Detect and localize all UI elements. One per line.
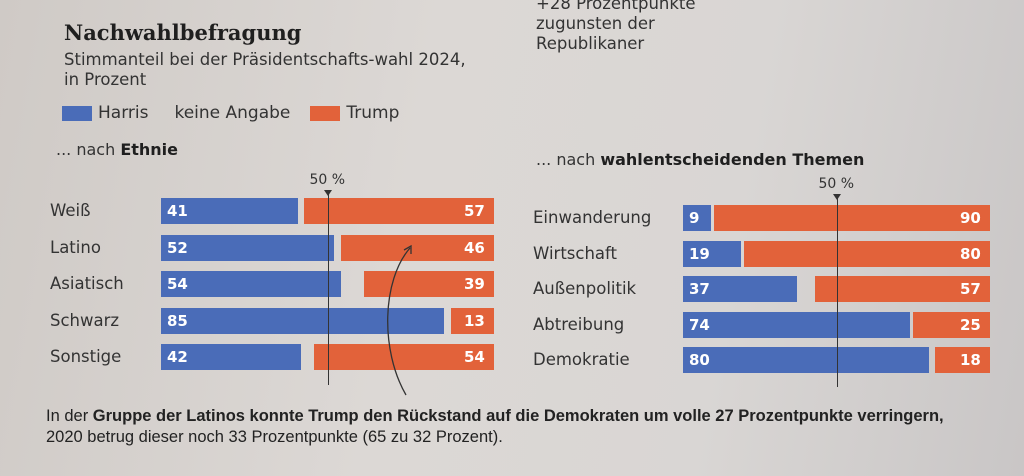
value-label-harris: 85 — [167, 311, 188, 330]
value-label-trump: 57 — [960, 280, 981, 298]
section-prefix: ... nach — [56, 140, 121, 159]
value-label-trump: 80 — [960, 244, 981, 263]
chart-subtitle: Stimmanteil bei der Präsidentschafts-wah… — [64, 50, 466, 89]
bar-harris — [683, 240, 742, 267]
value-label-harris: 74 — [689, 315, 710, 334]
value-label-harris: 41 — [167, 202, 188, 220]
reference-label: 50 % — [818, 176, 855, 192]
legend-label-keine-angabe: keine Angabe — [174, 103, 291, 123]
category-label: Schwarz — [50, 310, 120, 330]
reference-line — [327, 192, 329, 385]
value-label-harris: 80 — [689, 351, 710, 369]
bar-trump — [304, 198, 494, 224]
section-title: ... nach Ethnie — [56, 140, 178, 159]
bar-harris — [683, 347, 929, 373]
bar-harris — [683, 276, 797, 302]
value-label-harris: 19 — [689, 244, 710, 263]
bar-trump — [314, 344, 494, 370]
category-label: Einwanderung — [533, 208, 652, 227]
value-label-harris: 52 — [167, 238, 188, 257]
category-label: Latino — [50, 237, 101, 257]
section-title: ... nach wahlentscheidenden Themen — [536, 150, 864, 169]
bar-harris — [161, 307, 445, 334]
category-label: Außenpolitik — [533, 279, 637, 298]
value-label-trump: 18 — [960, 351, 981, 369]
category-label: Abtreibung — [533, 314, 625, 334]
value-label-trump: 25 — [960, 315, 981, 334]
caption: In der Gruppe der Latinos konnte Trump d… — [46, 406, 946, 448]
caption-text-end: 2020 betrug dieser noch 33 Prozentpunkte… — [46, 428, 503, 446]
legend: Harris keine Angabe Trump — [62, 103, 399, 123]
value-label-harris: 54 — [167, 275, 188, 293]
reference-label: 50 % — [309, 172, 346, 188]
value-label-trump: 54 — [464, 348, 485, 366]
arrow-annotation — [387, 244, 412, 396]
value-label-trump: 39 — [464, 275, 485, 293]
legend-swatch-trump — [310, 105, 341, 121]
value-label-trump: 13 — [464, 311, 485, 330]
bar-trump — [364, 271, 494, 297]
bar-trump — [744, 240, 990, 267]
bar-trump — [934, 347, 990, 373]
section-prefix: ... nach — [536, 150, 601, 169]
value-label-harris: 42 — [167, 348, 188, 366]
bar-harris — [161, 344, 301, 370]
section-bold: Ethnie — [120, 140, 179, 159]
bar-harris — [161, 234, 335, 261]
category-label: Wirtschaft — [533, 243, 618, 263]
category-label: Asiatisch — [50, 274, 124, 293]
category-label: Demokratie — [533, 350, 630, 369]
bar-trump — [450, 307, 494, 334]
category-label: Weiß — [50, 201, 91, 220]
caption-text: In der — [46, 407, 93, 425]
value-label-harris: 37 — [689, 280, 710, 298]
bar-trump — [815, 276, 990, 302]
caption-bold: Gruppe der Latinos konnte Trump den Rück… — [92, 407, 944, 425]
bar-harris — [161, 271, 341, 297]
bar-trump — [340, 234, 494, 261]
value-label-harris: 9 — [689, 209, 700, 227]
annotation-note: +28 Prozentpunkte zugunsten der Republik… — [536, 0, 696, 53]
bar-harris — [683, 311, 911, 338]
legend-label-harris: Harris — [98, 103, 149, 123]
legend-swatch-harris — [62, 105, 92, 121]
section-bold: wahlentscheidenden Themen — [600, 150, 865, 169]
category-label: Sonstige — [50, 347, 122, 366]
legend-label-trump: Trump — [346, 103, 400, 123]
bar-trump — [713, 205, 990, 231]
bar-harris — [161, 198, 298, 224]
chart-title: Nachwahlbefragung — [64, 20, 302, 45]
bar-trump — [913, 311, 990, 338]
value-label-trump: 90 — [960, 209, 981, 227]
bar-harris — [683, 205, 711, 231]
value-label-trump: 57 — [464, 202, 485, 220]
value-label-trump: 46 — [464, 238, 485, 257]
reference-line — [836, 196, 838, 387]
